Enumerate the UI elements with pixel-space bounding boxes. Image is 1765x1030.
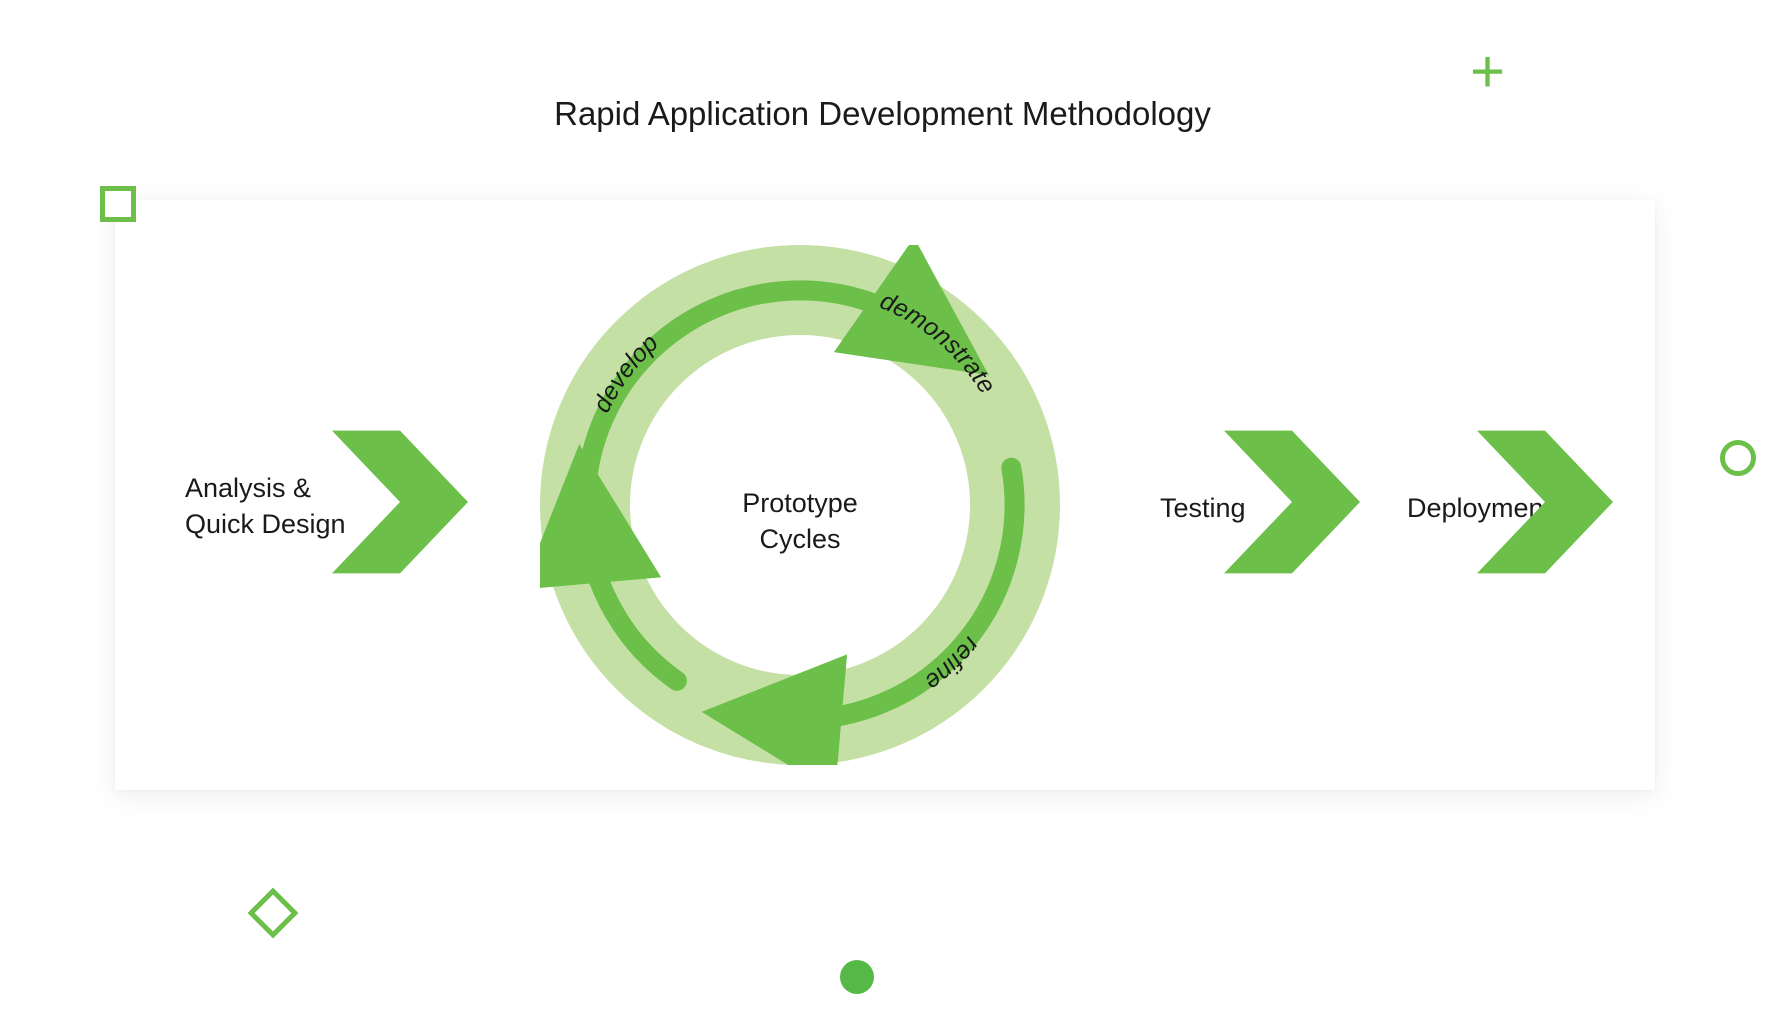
stage-prototype-line2: Cycles: [759, 524, 840, 554]
diamond-outline-icon: [248, 888, 299, 939]
circle-outline-icon: [1720, 440, 1756, 476]
chevron-icon: [1460, 417, 1630, 587]
chevron-icon: [1207, 417, 1377, 587]
chevron-icon: [315, 417, 485, 587]
stage-prototype-line1: Prototype: [742, 488, 858, 518]
plus-icon: +: [1470, 42, 1505, 102]
stage-analysis-line1: Analysis &: [185, 473, 311, 503]
diagram-card: Analysis & Quick Design: [115, 200, 1655, 790]
square-outline-icon: [100, 186, 136, 222]
prototype-cycle-ring: develop demonstrate refine Prototype Cyc…: [540, 245, 1060, 765]
circle-fill-icon: [840, 960, 874, 994]
stage-prototype-label: Prototype Cycles: [540, 485, 1060, 558]
